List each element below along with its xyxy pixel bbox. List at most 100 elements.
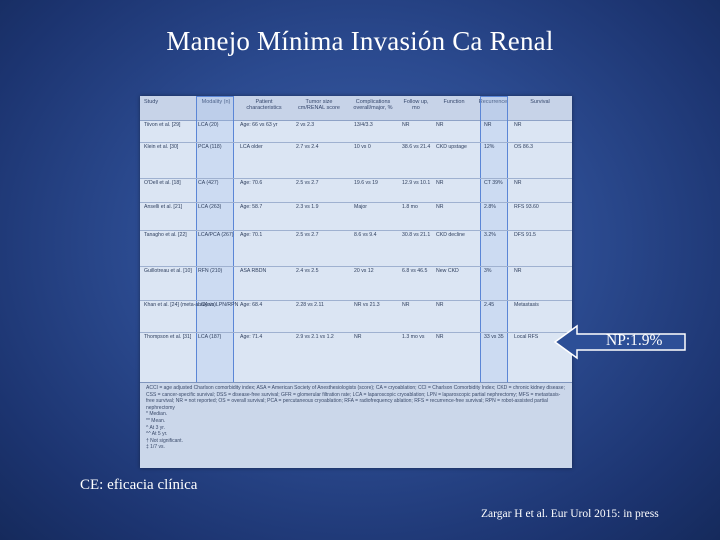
table-cell: 2.9 vs 2.1 vs 1.2	[296, 334, 334, 340]
arrow-label: NP:1.9%	[606, 332, 663, 349]
table-cell: LCA/PCA (267)	[198, 232, 234, 238]
table-cell: Age: 70.6	[240, 180, 263, 186]
table-cell: Guillotreau et al. [10]	[144, 268, 192, 274]
table-cell: RFS 93.60	[514, 204, 539, 210]
footnote-mark: * Median.	[146, 411, 168, 418]
table-cell: Age: 68.4	[240, 302, 263, 308]
table-cell: Age: 66 vs 63 yr	[240, 122, 278, 128]
left-arrow-icon	[553, 324, 686, 360]
table-cell: NR	[436, 180, 444, 186]
table-cell: OS 86.3	[514, 144, 534, 150]
table-cell: LCA vs LPN/RPN	[198, 302, 239, 308]
table-cell: Age: 70.1	[240, 232, 263, 238]
header-function: Function	[443, 99, 465, 105]
table-cell: Local RFS	[514, 334, 539, 340]
header-follow-up: Follow up, mo	[403, 99, 429, 111]
table-cell: 2.45	[484, 302, 495, 308]
table-cell: 2.28 vs 2.11	[296, 302, 324, 308]
slide-title: Manejo Mínima Invasión Ca Renal	[166, 26, 554, 56]
footnote-mark: ^^ At 5 yr.	[146, 431, 168, 438]
table-cell: 8.6 vs 9.4	[354, 232, 377, 238]
table-row: Klein et al. [30] PCA (118) LCA older 2.…	[140, 142, 572, 179]
table-cell: CKD decline	[436, 232, 465, 238]
table-cell: 2.4 vs 2.5	[296, 268, 319, 274]
table-cell: 33 vs 35	[484, 334, 504, 340]
table-row: Tiivon et al. [29] LCA (20) Age: 66 vs 6…	[140, 120, 572, 143]
table-cell: 6.8 vs 46.5	[402, 268, 428, 274]
table-cell: 2 vs 2.3	[296, 122, 315, 128]
table-cell: Khan et al. [24] (meta-analysis)	[144, 302, 216, 308]
table-cell: NR	[436, 334, 444, 340]
table-footnotes: ACCI = age adjusted Charlson comorbidity…	[140, 382, 572, 468]
table-cell: 13/4/3.3	[354, 122, 373, 128]
table-cell: 2.3 vs 1.9	[296, 204, 319, 210]
table-cell: NR	[402, 302, 410, 308]
table-header: Study Modality (n) Patient characteristi…	[140, 96, 572, 121]
table-cell: ASA RBDN	[240, 268, 267, 274]
table-cell: Thompson et al. [31]	[144, 334, 192, 340]
table-cell: 3.2%	[484, 232, 496, 238]
table-cell: RFN (210)	[198, 268, 223, 274]
footnote-mark: ^ At 3 yr.	[146, 424, 166, 431]
table-cell: NR	[354, 334, 362, 340]
table-cell: 30.8 vs 21.1	[402, 232, 431, 238]
table-cell: NR vs 21.3	[354, 302, 380, 308]
table-cell: Klein et al. [30]	[144, 144, 179, 150]
table-cell: Tanagho et al. [22]	[144, 232, 187, 238]
table-cell: NR	[514, 122, 522, 128]
table-cell: NR	[484, 122, 492, 128]
table-cell: 38.6 vs 21.4	[402, 144, 431, 150]
table-cell: CKD upstage	[436, 144, 467, 150]
header-complications: Complications overall/major, %	[353, 99, 393, 111]
table-cell: 19.6 vs 19	[354, 180, 378, 186]
table-cell: 2.5 vs 2.7	[296, 180, 319, 186]
table-cell: LCA (20)	[198, 122, 219, 128]
header-survival: Survival	[530, 99, 550, 105]
table-cell: NR	[402, 122, 410, 128]
table-row: Thompson et al. [31] LCA (187) Age: 71.4…	[140, 332, 572, 382]
table-cell: DFS 91.5	[514, 232, 536, 238]
table-cell: LCA older	[240, 144, 263, 150]
footnote-mark: ** Mean.	[146, 417, 166, 424]
table-cell: NR	[436, 122, 444, 128]
table-cell: 2.8%	[484, 204, 496, 210]
table-row: Khan et al. [24] (meta-analysis) LCA vs …	[140, 300, 572, 333]
table-cell: New CKD	[436, 268, 459, 274]
results-table: Study Modality (n) Patient characteristi…	[140, 96, 572, 468]
table-cell: Anselli et al. [21]	[144, 204, 183, 210]
table-cell: 3%	[484, 268, 492, 274]
table-cell: O'Dell et al. [18]	[144, 180, 181, 186]
footnote-abbreviations: ACCI = age adjusted Charlson comorbidity…	[146, 385, 565, 411]
citation-text: Zargar H et al. Eur Urol 2015: in press	[481, 508, 659, 520]
table-cell: Age: 58.7	[240, 204, 263, 210]
table-row: Tanagho et al. [22] LCA/PCA (267) Age: 7…	[140, 230, 572, 267]
header-modality: Modality (n)	[201, 99, 231, 105]
table-cell: Major	[354, 204, 367, 210]
header-tumor-size: Tumor size cm/RENAL score	[298, 99, 340, 111]
table-cell: NR	[514, 180, 522, 186]
table-cell: Metastasis	[514, 302, 539, 308]
table-cell: PCA (118)	[198, 144, 222, 150]
header-study: Study	[144, 99, 159, 105]
table-row: O'Dell et al. [18] CA (427) Age: 70.6 2.…	[140, 178, 572, 203]
table-cell: NR	[436, 204, 444, 210]
table-cell: 2.7 vs 2.4	[296, 144, 319, 150]
table-cell: NR	[514, 268, 522, 274]
table-cell: Age: 71.4	[240, 334, 263, 340]
table-cell: 1.3 mo vs	[402, 334, 425, 340]
table-cell: LCA (187)	[198, 334, 222, 340]
table-cell: CT 39%	[484, 180, 503, 186]
table-cell: 2.5 vs 2.7	[296, 232, 319, 238]
table-row: Anselli et al. [21] LCA (263) Age: 58.7 …	[140, 202, 572, 231]
footer-left-text: CE: eficacia clínica	[80, 477, 198, 493]
header-recurrence: Recurrence	[478, 99, 508, 105]
table-cell: 12%	[484, 144, 495, 150]
table-cell: CA (427)	[198, 180, 219, 186]
recurrence-highlight-box	[480, 96, 508, 384]
header-patient: Patient characteristics	[246, 99, 282, 111]
table-cell: LCA (263)	[198, 204, 222, 210]
footnote-mark: † Not significant.	[146, 437, 183, 444]
table-cell: 12.9 vs 10.1	[402, 180, 431, 186]
table-cell: NR	[436, 302, 444, 308]
table-cell: 1.8 mo	[402, 204, 418, 210]
